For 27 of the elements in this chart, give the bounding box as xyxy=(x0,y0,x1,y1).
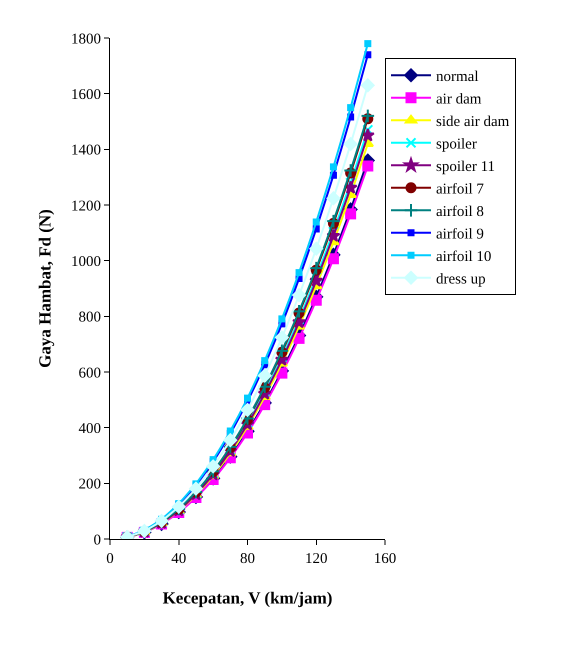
legend-label: airfoil 10 xyxy=(436,249,492,266)
x-tick-label: 0 xyxy=(106,551,114,567)
y-tick-label: 400 xyxy=(78,420,101,437)
legend-label: air dam xyxy=(436,92,482,108)
y-tick-label: 1200 xyxy=(71,198,101,214)
x-tick-label: 120 xyxy=(305,551,328,567)
y-tick-label: 1800 xyxy=(71,31,101,48)
legend-label: airfoil 9 xyxy=(436,226,484,243)
legend-label: airfoil 8 xyxy=(436,204,484,220)
y-tick-label: 200 xyxy=(78,476,101,493)
y-tick-label: 1400 xyxy=(71,142,101,159)
legend-label: airfoil 7 xyxy=(436,182,484,198)
legend-label: side air dam xyxy=(436,114,510,130)
legend-label: spoiler 11 xyxy=(436,159,496,176)
y-tick-label: 1000 xyxy=(71,254,101,270)
legend-label: dress up xyxy=(436,272,486,288)
x-tick-label: 160 xyxy=(374,551,396,567)
legend-label: spoiler xyxy=(436,136,477,153)
x-tick-label: 80 xyxy=(240,551,255,567)
y-tick-label: 800 xyxy=(78,310,101,326)
y-tick-label: 0 xyxy=(94,532,101,548)
x-tick-label: 40 xyxy=(171,551,186,567)
legend-label: normal xyxy=(436,69,478,86)
y-tick-label: 600 xyxy=(78,365,101,382)
y-tick-label: 1600 xyxy=(71,86,101,103)
x-axis-title: Kecepatan, V (km/jam) xyxy=(162,588,332,608)
y-axis-title: Gaya Hambat, Fd (N) xyxy=(36,209,55,368)
